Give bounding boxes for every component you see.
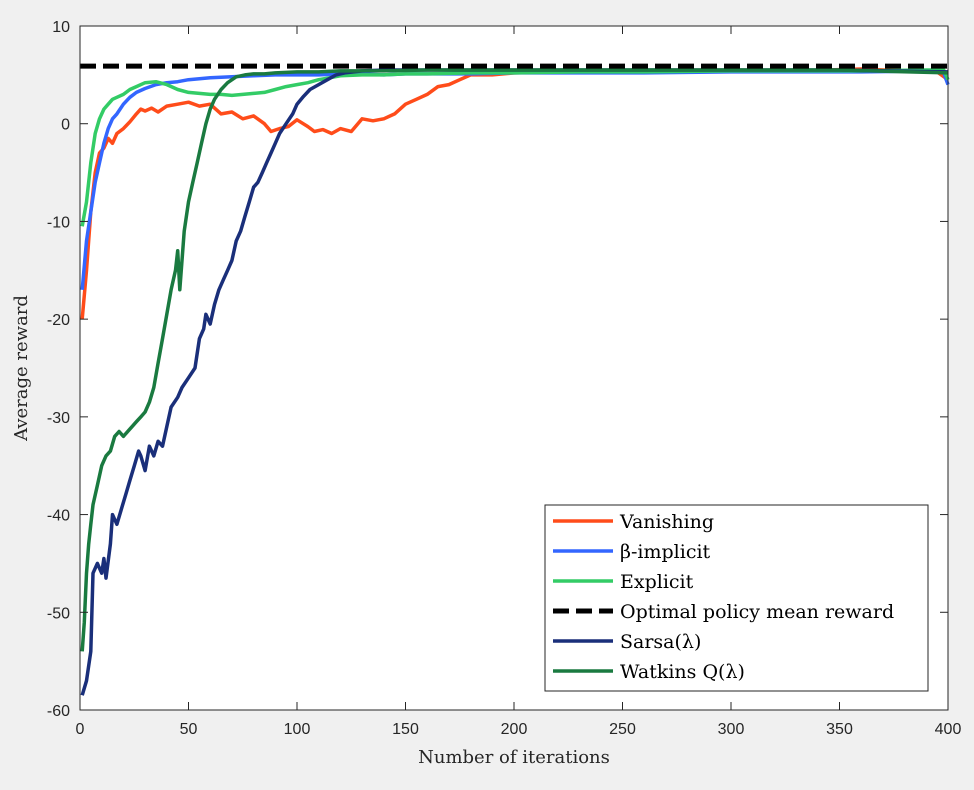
legend-box [544, 504, 929, 692]
series-layer [80, 63, 950, 696]
x-tick-label: 0 [76, 721, 85, 738]
series-line-4 [80, 68, 949, 696]
y-tick-label: -60 [47, 703, 70, 720]
x-tick-label: 150 [392, 721, 419, 738]
tick-layer [79, 25, 949, 711]
y-axis-title: Average reward [11, 295, 32, 442]
x-tick-label: 50 [180, 721, 198, 738]
legend-items: Vanishing β-implicit Explicit Optimal polic… [553, 511, 894, 683]
x-axis-title: Number of iterations [418, 747, 610, 768]
y-tick-label: -20 [47, 312, 70, 329]
x-tick-label: 200 [501, 721, 528, 738]
y-tick-label: -50 [47, 605, 70, 622]
x-tick-label: 400 [935, 721, 962, 738]
legend-label-1: β-implicit [620, 541, 711, 563]
y-tick-label: -10 [47, 214, 70, 231]
legend-label-5: Watkins Q(λ) [620, 661, 745, 683]
legend-label-0: Vanishing [619, 511, 714, 533]
legend-label-2: Explicit [620, 571, 694, 593]
x-tick-label: 350 [826, 721, 853, 738]
legend-label-4: Sarsa(λ) [620, 631, 701, 653]
legend-label-3: Optimal policy mean reward [620, 601, 894, 623]
legend: Vanishing β-implicit Explicit Optimal polic… [544, 504, 929, 692]
x-tick-label: 100 [284, 721, 311, 738]
y-tick-label: 0 [61, 117, 70, 134]
y-tick-label: -30 [47, 410, 70, 427]
tick-label-layer: 0 50 100 150 200 250 300 350 400-60-50-40-30-20-… [47, 19, 962, 738]
x-tick-label: 250 [609, 721, 636, 738]
x-tick-label: 300 [718, 721, 745, 738]
y-tick-label: -40 [47, 508, 70, 525]
y-tick-label: 10 [52, 19, 70, 36]
series-line-5 [80, 68, 949, 652]
series-line-2 [80, 68, 950, 227]
